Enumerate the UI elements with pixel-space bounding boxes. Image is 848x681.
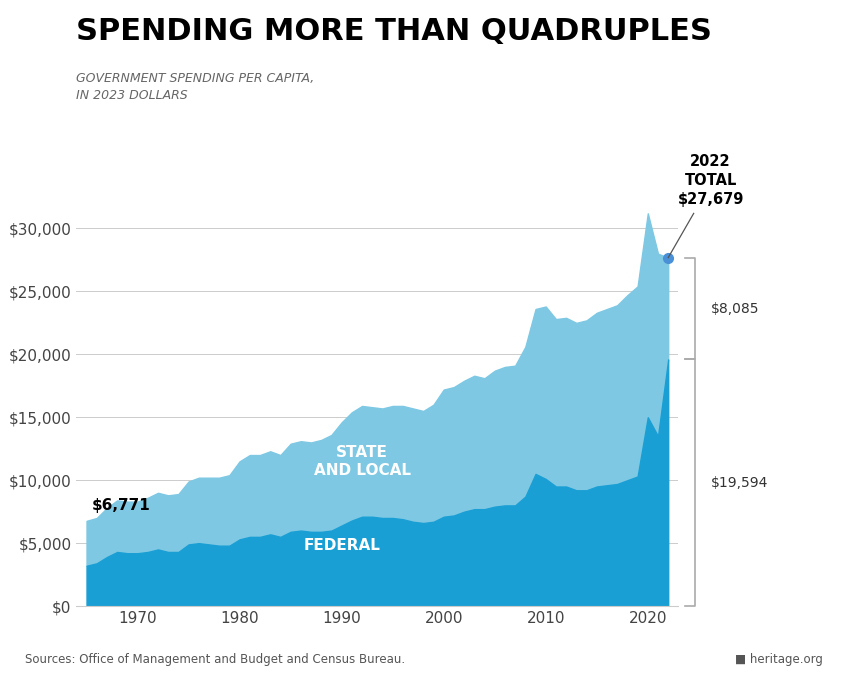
Text: $8,085: $8,085: [711, 302, 759, 315]
Text: $19,594: $19,594: [711, 476, 768, 490]
Text: STATE
AND LOCAL: STATE AND LOCAL: [314, 445, 410, 477]
Text: ■ heritage.org: ■ heritage.org: [734, 653, 823, 666]
Text: Sources: Office of Management and Budget and Census Bureau.: Sources: Office of Management and Budget…: [25, 653, 405, 666]
Text: FEDERAL: FEDERAL: [304, 538, 380, 553]
Text: SPENDING MORE THAN QUADRUPLES: SPENDING MORE THAN QUADRUPLES: [76, 17, 712, 46]
Text: 2022
TOTAL
$27,679: 2022 TOTAL $27,679: [678, 155, 744, 206]
Text: GOVERNMENT SPENDING PER CAPITA,
IN 2023 DOLLARS: GOVERNMENT SPENDING PER CAPITA, IN 2023 …: [76, 72, 315, 101]
Text: $6,771: $6,771: [92, 498, 150, 513]
